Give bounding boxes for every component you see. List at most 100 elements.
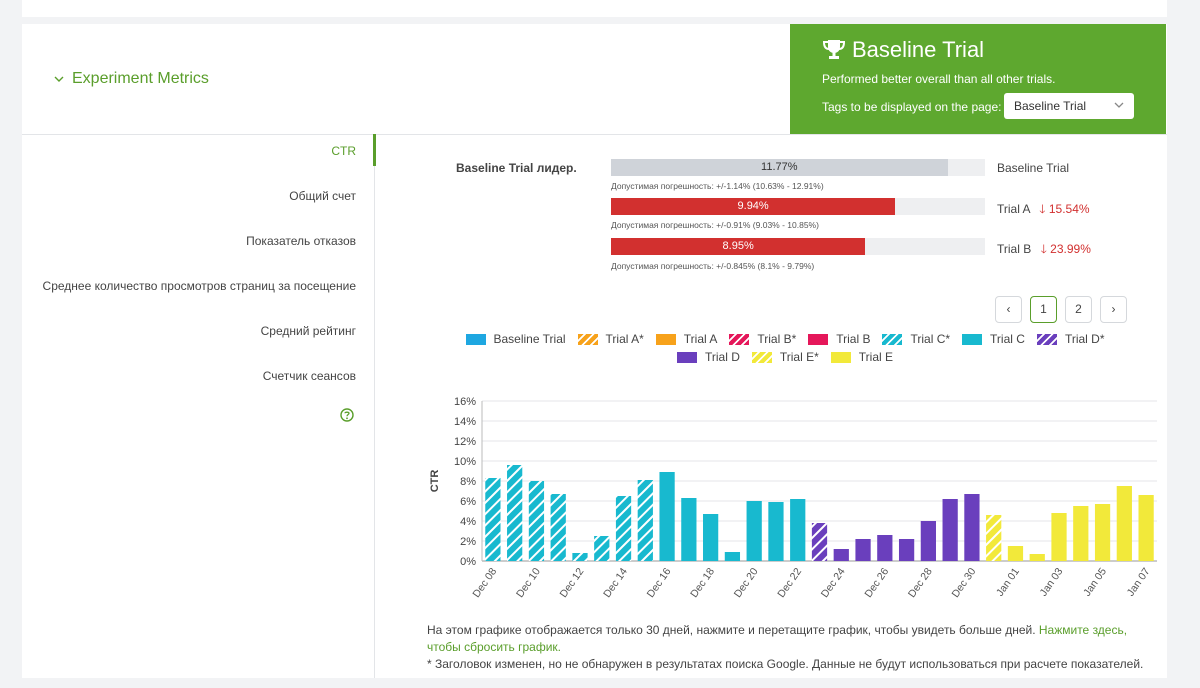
legend-item[interactable]: Trial B bbox=[808, 332, 870, 346]
legend-item[interactable]: Trial D bbox=[676, 350, 740, 364]
legend-item[interactable]: Trial E* bbox=[751, 350, 819, 364]
chart-bar[interactable] bbox=[703, 514, 719, 561]
x-tick-label: Dec 10 bbox=[514, 566, 543, 600]
chart-bar[interactable] bbox=[898, 539, 915, 561]
nav-item-pages-per-visit[interactable]: Среднее количество просмотров страниц за… bbox=[42, 279, 356, 293]
chart-bar[interactable] bbox=[1029, 554, 1045, 561]
section-toggle[interactable]: Experiment Metrics bbox=[54, 70, 209, 88]
nav-item-total-score[interactable]: Общий счет bbox=[289, 189, 356, 203]
nav-item-bounce-rate[interactable]: Показатель отказов bbox=[246, 234, 356, 248]
chart-bar[interactable] bbox=[681, 498, 697, 561]
chart-bar[interactable] bbox=[485, 478, 501, 561]
chart-bar[interactable] bbox=[964, 494, 980, 561]
trophy-icon bbox=[822, 40, 846, 59]
ctr-bar-chart[interactable]: 0% 2% 4% 6% 8% 10% 12% 14% 16% CTR Dec 08 Dec 10 Dec… bbox=[375, 374, 1167, 614]
chart-bar[interactable] bbox=[1051, 513, 1067, 561]
chart-bar[interactable] bbox=[790, 499, 806, 561]
legend-row: Trial D Trial E* Trial E bbox=[435, 350, 1135, 364]
y-axis-label: CTR bbox=[429, 470, 441, 493]
legend-label: Trial A bbox=[683, 332, 718, 346]
winner-heading: Baseline Trial bbox=[822, 37, 984, 63]
chart-bar[interactable] bbox=[615, 496, 632, 561]
chevron-down-icon bbox=[54, 76, 64, 82]
x-tick-label: Dec 24 bbox=[819, 566, 848, 600]
chart-bar[interactable] bbox=[572, 553, 588, 561]
chart-bar[interactable] bbox=[1073, 506, 1089, 561]
nav-item-sessions[interactable]: Счетчик сеансов bbox=[262, 369, 356, 383]
chart-bar[interactable] bbox=[833, 549, 849, 561]
y-tick-label: 10% bbox=[454, 456, 476, 468]
legend-item[interactable]: Trial C bbox=[962, 332, 1025, 346]
chart-bar[interactable] bbox=[986, 515, 1002, 561]
change-value: 🡓 15.54% bbox=[1039, 202, 1089, 216]
chart-bar[interactable] bbox=[507, 465, 523, 561]
legend-item[interactable]: Trial A* bbox=[577, 332, 644, 346]
legend-item[interactable]: Trial C* bbox=[882, 332, 950, 346]
legend-item[interactable]: Trial B* bbox=[729, 332, 796, 346]
legend-swatch bbox=[577, 333, 598, 345]
chart-bar[interactable] bbox=[1138, 495, 1154, 561]
help-circle-icon[interactable] bbox=[340, 408, 354, 422]
legend-item[interactable]: Baseline Trial bbox=[465, 332, 566, 346]
chart-bar[interactable] bbox=[811, 523, 828, 561]
x-tick-label: Dec 26 bbox=[862, 566, 891, 600]
x-tick-label: Jan 05 bbox=[1081, 566, 1109, 599]
legend-swatch bbox=[729, 333, 750, 345]
nav-item-ctr[interactable]: CTR bbox=[331, 144, 356, 158]
tags-select[interactable]: Baseline Trial bbox=[1004, 93, 1134, 119]
legend-swatch bbox=[465, 333, 486, 345]
chart-legend: Baseline Trial Trial A* Trial A Trial B* Tri… bbox=[435, 332, 1135, 368]
tags-label: Tags to be displayed on the page: bbox=[822, 100, 1002, 114]
chart-bar[interactable] bbox=[942, 499, 958, 561]
legend-label: Baseline Trial bbox=[493, 332, 566, 346]
y-tick-label: 4% bbox=[460, 516, 476, 528]
experiment-metrics-card: Experiment Metrics Baseline Trial Perfor… bbox=[22, 24, 1167, 678]
disclaimer-text: * Заголовок изменен, но не обнаружен в р… bbox=[427, 657, 1144, 671]
chart-bar[interactable] bbox=[637, 480, 653, 561]
change-value: 🡓 23.99% bbox=[1041, 242, 1091, 256]
legend-label: Trial E bbox=[858, 350, 894, 364]
chart-bar[interactable] bbox=[1116, 486, 1132, 561]
tolerance-text: Допустимая погрешность: +/-0.91% (9.03% … bbox=[611, 220, 819, 230]
arrow-down-icon: 🡓 bbox=[1039, 202, 1046, 216]
x-tick-label: Jan 07 bbox=[1125, 566, 1153, 599]
arrow-down-icon: 🡓 bbox=[1040, 242, 1047, 256]
x-tick-label: Dec 12 bbox=[558, 566, 587, 600]
nav-item-avg-rating[interactable]: Средний рейтинг bbox=[260, 324, 356, 338]
chart-bar[interactable] bbox=[746, 501, 762, 561]
chart-bar[interactable] bbox=[528, 481, 545, 561]
page-button-2[interactable]: 2 bbox=[1065, 296, 1092, 323]
chart-bar[interactable] bbox=[768, 502, 784, 561]
y-tick-label: 0% bbox=[460, 556, 476, 568]
chart-bar[interactable] bbox=[659, 472, 675, 561]
chart-bar[interactable] bbox=[550, 494, 566, 561]
chart-bar[interactable] bbox=[855, 539, 871, 561]
chart-bar[interactable] bbox=[920, 521, 936, 561]
section-title: Experiment Metrics bbox=[72, 70, 209, 87]
x-tick-label: Jan 01 bbox=[994, 566, 1022, 599]
chart-bar[interactable] bbox=[877, 535, 893, 561]
result-label: Trial A bbox=[997, 202, 1030, 216]
y-tick-label: 6% bbox=[460, 496, 476, 508]
chart-bar[interactable] bbox=[594, 536, 610, 561]
active-indicator bbox=[373, 134, 376, 166]
x-tick-label: Jan 03 bbox=[1038, 566, 1066, 599]
legend-swatch bbox=[808, 333, 829, 345]
legend-item[interactable]: Trial D* bbox=[1036, 332, 1105, 346]
change-percent: 15.54% bbox=[1048, 202, 1090, 216]
legend-item[interactable]: Trial E bbox=[830, 350, 894, 364]
legend-swatch bbox=[830, 351, 851, 363]
prev-page-button[interactable]: ‹ bbox=[995, 296, 1022, 323]
legend-item[interactable]: Trial A bbox=[655, 332, 718, 346]
chart-bar[interactable] bbox=[724, 552, 741, 561]
legend-swatch bbox=[962, 333, 983, 345]
legend-swatch bbox=[676, 351, 697, 363]
chevron-down-icon bbox=[1114, 102, 1124, 108]
page-button-1[interactable]: 1 bbox=[1030, 296, 1057, 323]
chart-bar[interactable] bbox=[1007, 546, 1024, 561]
legend-label: Trial B* bbox=[757, 332, 797, 346]
chart-bar[interactable] bbox=[1094, 504, 1111, 561]
next-page-button[interactable]: › bbox=[1100, 296, 1127, 323]
reset-chart-link[interactable]: Нажмите здесь, чтобы сбросить график. bbox=[427, 623, 1128, 654]
result-label: Trial B bbox=[997, 242, 1032, 256]
